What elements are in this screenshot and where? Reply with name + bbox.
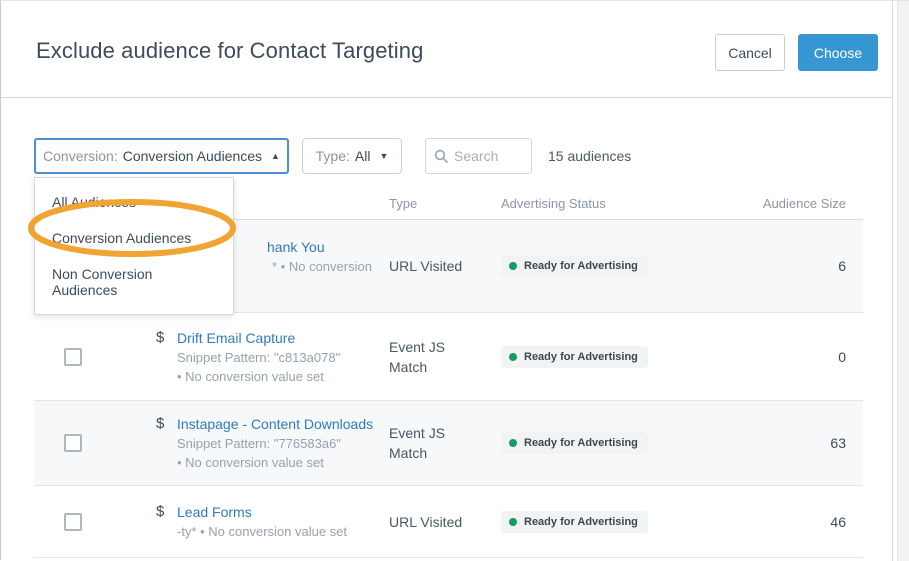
status-dot-icon (509, 517, 517, 526)
conversion-dollar-icon: $ (156, 328, 165, 346)
choose-button[interactable]: Choose (798, 34, 878, 71)
table-row: $ Instapage - Content Downloads Snippet … (34, 401, 863, 486)
row-checkbox[interactable] (64, 512, 82, 531)
row-main: $ Lead Forms -ty* • No conversion value … (156, 486, 396, 557)
audience-size-cell: 46 (830, 513, 846, 530)
conversion-filter-menu: All Audiences Conversion Audiences Non C… (34, 177, 234, 315)
type-filter-value: All (354, 148, 371, 164)
status-badge: Ready for Advertising (501, 510, 648, 533)
modal-right-border (892, 1, 893, 561)
conversion-dollar-icon: $ (156, 415, 165, 432)
search-box (425, 138, 532, 174)
row-subtitle: • No conversion value set (177, 455, 324, 470)
modal-header: Exclude audience for Contact Targeting C… (1, 1, 893, 98)
audience-size-cell: 6 (838, 258, 846, 274)
type-cell: URL Visited (389, 513, 463, 530)
status-badge: Ready for Advertising (501, 255, 648, 277)
column-header-type: Type (389, 196, 418, 211)
type-cell: Event JS Match (389, 338, 446, 375)
conversion-filter-dropdown[interactable]: Conversion: Conversion Audiences ▲ (34, 138, 289, 174)
status-dot-icon (509, 262, 517, 270)
table-row: $ Lead Forms -ty* • No conversion value … (34, 486, 863, 558)
row-subtitle: Snippet Pattern: "776583a6" (177, 436, 341, 451)
status-cell: Ready for Advertising (501, 510, 648, 533)
modal-body: Conversion: Conversion Audiences ▲ Type:… (1, 98, 893, 561)
row-subtitle: * • No conversion (272, 259, 372, 274)
status-badge: Ready for Advertising (501, 345, 648, 368)
status-cell: Ready for Advertising (501, 345, 648, 368)
page-title: Exclude audience for Contact Targeting (36, 38, 424, 63)
audience-link[interactable]: Drift Email Capture (177, 329, 296, 346)
audience-size-cell: 63 (830, 435, 846, 451)
row-subtitle: -ty* • No conversion value set (177, 524, 348, 539)
chevron-up-icon: ▲ (271, 151, 280, 161)
chevron-down-icon: ▼ (379, 151, 389, 161)
audience-link[interactable]: Instapage - Content Downloads (177, 416, 374, 432)
menu-item-conversion-audiences[interactable]: Conversion Audiences (52, 230, 192, 246)
status-badge: Ready for Advertising (501, 432, 648, 454)
status-cell: Ready for Advertising (501, 432, 648, 454)
type-filter-dropdown[interactable]: Type: All ▼ (302, 138, 402, 174)
row-subtitle: Snippet Pattern: "c813a078" (177, 349, 341, 365)
conversion-filter-value: Conversion Audiences (122, 148, 263, 164)
cancel-button[interactable]: Cancel (715, 34, 785, 71)
type-filter-label: Type: (315, 148, 350, 164)
audience-link[interactable]: Lead Forms (177, 504, 252, 520)
scrollbar-track[interactable] (897, 1, 909, 561)
row-main: $ Drift Email Capture Snippet Pattern: "… (156, 313, 396, 400)
type-cell: URL Visited (389, 258, 463, 274)
row-checkbox[interactable] (64, 347, 82, 366)
table-header: Type Advertising Status Audience Size (34, 196, 863, 220)
table-row: $ Drift Email Capture Snippet Pattern: "… (34, 313, 863, 401)
row-subtitle: • No conversion value set (177, 368, 324, 384)
audience-count: 15 audiences (548, 148, 632, 164)
search-icon (434, 149, 448, 163)
audience-list: $ hank You * • No conversion value set U… (34, 220, 863, 558)
menu-item-all-audiences[interactable]: All Audiences (52, 194, 137, 210)
status-dot-icon (509, 352, 517, 361)
status-dot-icon (509, 439, 517, 447)
header-divider (34, 219, 863, 220)
row-main: $ Instapage - Content Downloads Snippet … (156, 401, 396, 485)
audience-size-cell: 0 (838, 348, 846, 365)
status-cell: Ready for Advertising (501, 255, 648, 277)
row-checkbox[interactable] (64, 434, 82, 452)
search-input[interactable] (454, 148, 524, 164)
column-header-advertising-status: Advertising Status (501, 196, 606, 211)
type-cell: Event JS Match (389, 425, 446, 461)
audience-link[interactable]: hank You (267, 239, 325, 255)
conversion-filter-label: Conversion: (43, 148, 118, 164)
column-header-audience-size: Audience Size (762, 196, 846, 211)
conversion-dollar-icon: $ (156, 503, 165, 520)
menu-item-non-conversion-audiences[interactable]: Non Conversion Audiences (52, 266, 153, 298)
